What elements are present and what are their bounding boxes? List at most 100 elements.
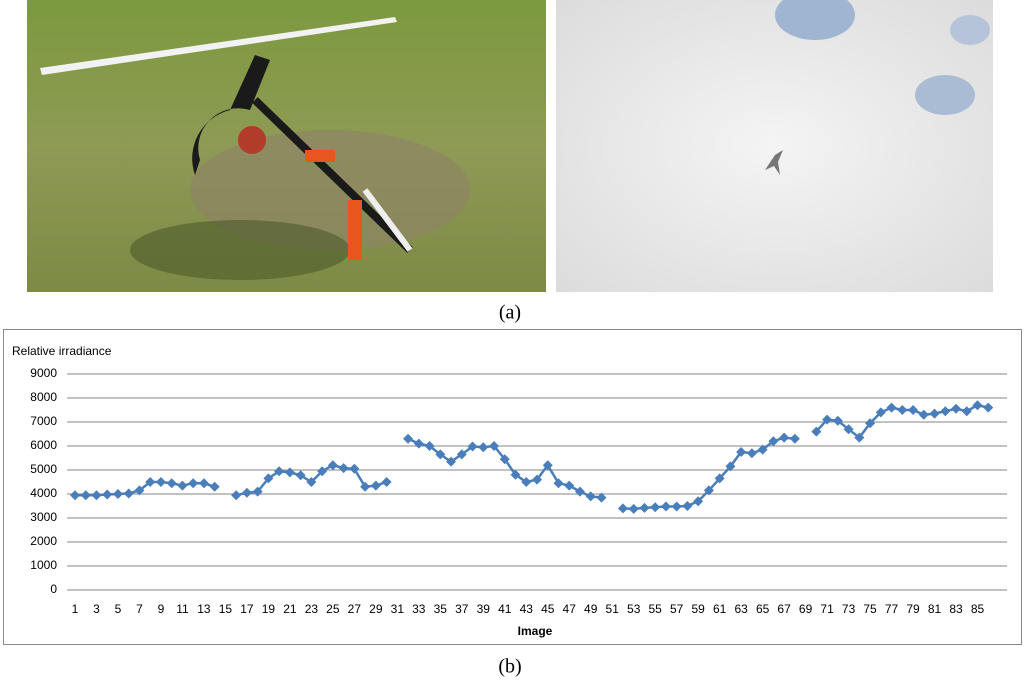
data-point	[832, 415, 843, 426]
data-point	[843, 424, 854, 435]
data-point	[381, 477, 392, 487]
photo-helicopter-sky	[556, 0, 993, 292]
data-point	[435, 449, 446, 460]
data-point	[155, 477, 166, 487]
data-point	[564, 480, 575, 491]
y-tick-label: 6000	[30, 438, 57, 452]
data-point	[660, 501, 671, 512]
data-point	[360, 481, 371, 492]
data-point	[70, 490, 80, 501]
x-tick-label: 15	[219, 602, 233, 616]
data-point	[188, 478, 199, 489]
x-tick-label: 25	[326, 602, 340, 616]
y-tick-label: 4000	[30, 486, 57, 500]
x-tick-label: 9	[158, 602, 165, 616]
data-point	[746, 448, 757, 459]
x-tick-label: 49	[584, 602, 598, 616]
data-point	[918, 409, 929, 420]
data-point	[789, 433, 800, 444]
data-point	[274, 466, 285, 477]
data-point	[478, 442, 489, 453]
x-tick-label: 13	[197, 602, 211, 616]
y-tick-label: 8000	[30, 390, 57, 404]
data-point	[446, 456, 457, 467]
data-point	[295, 470, 306, 481]
y-tick-label: 7000	[30, 414, 57, 428]
photo-helicopter-ground	[27, 0, 546, 292]
data-point	[102, 489, 113, 500]
data-point	[327, 460, 338, 471]
x-tick-label: 83	[949, 602, 963, 616]
data-point	[693, 496, 704, 507]
x-tick-label: 67	[777, 602, 791, 616]
data-point	[886, 402, 897, 413]
data-point	[489, 441, 500, 451]
x-tick-label: 11	[176, 602, 189, 616]
data-point	[736, 447, 747, 457]
x-tick-label: 17	[240, 602, 254, 616]
data-point	[768, 436, 779, 447]
data-point	[983, 402, 994, 413]
data-point	[650, 502, 661, 513]
x-tick-label: 45	[541, 602, 555, 616]
data-point	[403, 433, 414, 444]
data-point	[166, 478, 177, 489]
data-point	[198, 478, 209, 489]
data-point	[209, 481, 220, 492]
x-tick-label: 73	[842, 602, 856, 616]
data-point	[574, 486, 585, 497]
x-tick-label: 63	[734, 602, 748, 616]
x-tick-label: 29	[369, 602, 383, 616]
data-point	[112, 489, 123, 499]
data-point	[80, 490, 91, 501]
data-point	[306, 477, 317, 487]
x-tick-label: 19	[262, 602, 276, 616]
data-point	[499, 454, 510, 465]
data-point	[370, 480, 381, 491]
data-point	[628, 503, 639, 514]
data-point	[897, 405, 908, 415]
data-point	[177, 480, 188, 491]
x-tick-label: 5	[115, 602, 122, 616]
x-tick-label: 59	[691, 602, 705, 616]
x-tick-label: 7	[136, 602, 143, 616]
data-point	[671, 501, 682, 512]
y-tick-label: 5000	[30, 462, 57, 476]
x-tick-label: 33	[412, 602, 426, 616]
data-point	[510, 469, 521, 480]
y-tick-label: 3000	[30, 510, 57, 524]
x-tick-label: 75	[863, 602, 877, 616]
x-tick-label: 43	[520, 602, 534, 616]
data-point	[145, 477, 156, 487]
data-point	[134, 485, 145, 496]
y-tick-label: 9000	[30, 366, 57, 380]
y-axis-title: Relative irradiance	[12, 344, 112, 358]
data-point	[241, 487, 252, 498]
data-point	[553, 478, 564, 489]
x-tick-label: 65	[756, 602, 770, 616]
x-tick-label: 61	[713, 602, 727, 616]
data-point	[467, 441, 478, 452]
x-tick-label: 39	[477, 602, 491, 616]
data-point	[231, 490, 242, 501]
x-tick-label: 23	[305, 602, 319, 616]
data-point	[338, 463, 349, 474]
x-tick-label: 53	[627, 602, 641, 616]
x-tick-label: 47	[563, 602, 577, 616]
x-tick-label: 79	[906, 602, 920, 616]
data-point	[456, 449, 467, 460]
data-point	[317, 466, 328, 477]
x-tick-label: 51	[606, 602, 620, 616]
data-point	[263, 473, 274, 484]
data-point	[725, 461, 736, 472]
data-point	[91, 490, 102, 501]
data-point	[972, 400, 983, 411]
data-point	[822, 414, 833, 425]
data-point	[585, 491, 596, 502]
data-point	[424, 441, 435, 451]
x-tick-label: 77	[885, 602, 899, 616]
data-point	[596, 492, 607, 503]
x-tick-label: 27	[348, 602, 362, 616]
chart-frame	[3, 329, 1022, 645]
